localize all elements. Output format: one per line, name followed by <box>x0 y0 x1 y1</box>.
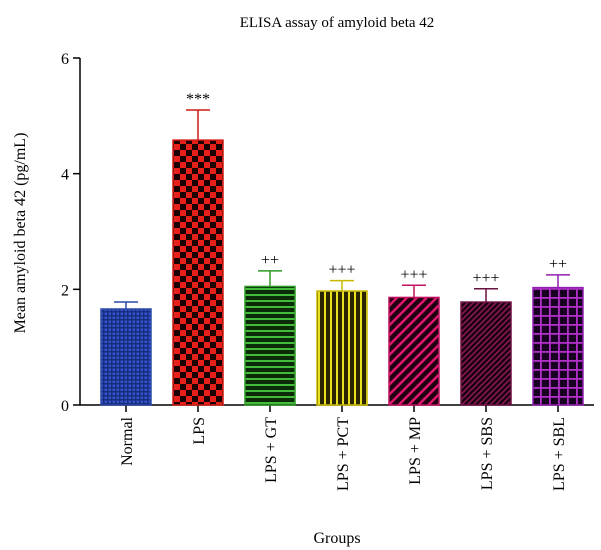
x-tick-label: LPS + MP <box>407 417 424 485</box>
x-tick-label: LPS + SBS <box>479 417 496 490</box>
y-axis: 0 2 4 6 <box>61 51 81 415</box>
bar <box>244 285 296 406</box>
x-tick-label: LPS + SBL <box>551 417 568 491</box>
bar <box>100 308 152 406</box>
x-tick-label: LPS + GT <box>263 417 280 483</box>
bars: ***+++++ +++ +++++ <box>100 91 584 406</box>
significance-label: ++ <box>549 256 567 273</box>
significance-label: +++ <box>328 262 355 279</box>
x-tick-label: LPS <box>191 417 208 445</box>
y-tick-label: 6 <box>61 51 69 68</box>
bar <box>316 290 368 406</box>
chart-title: ELISA assay of amyloid beta 42 <box>240 15 435 31</box>
significance-label: ++ <box>261 252 279 269</box>
x-axis: Normal LPS LPS + GT LPS + PCT LPS + MP LPS + … <box>80 404 594 491</box>
y-tick-label: 0 <box>61 398 69 415</box>
significance-label: +++ <box>400 266 427 283</box>
x-tick-label: Normal <box>119 416 136 465</box>
significance-label: +++ <box>472 270 499 287</box>
y-tick-label: 2 <box>61 282 69 299</box>
y-axis-label: Mean amyloid beta 42 (pg/mL) <box>12 133 29 334</box>
bar <box>532 286 584 406</box>
bar <box>388 296 440 406</box>
x-tick-label: LPS + PCT <box>335 417 352 491</box>
bar <box>460 301 512 406</box>
x-axis-label: Groups <box>313 530 360 547</box>
y-tick-label: 4 <box>61 167 69 184</box>
significance-label: *** <box>186 91 210 108</box>
bar <box>172 139 224 406</box>
